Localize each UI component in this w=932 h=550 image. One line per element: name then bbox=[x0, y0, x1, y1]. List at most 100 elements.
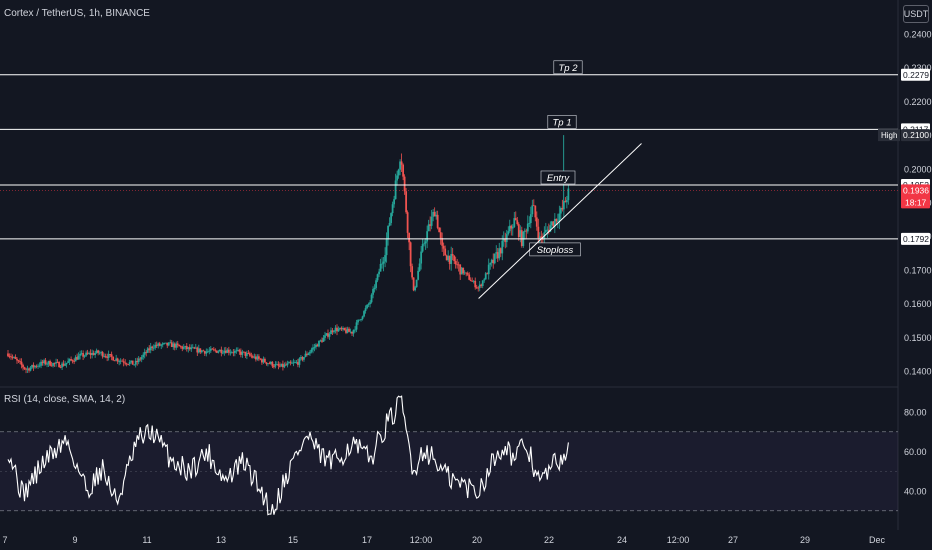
price-grid bbox=[0, 0, 899, 530]
currency-button[interactable]: USDT bbox=[903, 5, 929, 23]
level-label: Entry bbox=[547, 173, 570, 184]
candle-body bbox=[74, 357, 77, 362]
candle-body bbox=[101, 352, 104, 357]
candle-body bbox=[28, 368, 30, 371]
candle-body bbox=[161, 343, 164, 345]
rsi-tick-label: 60.00 bbox=[904, 447, 927, 457]
rsi-chart[interactable]: 80.00 60.00 40.00 bbox=[0, 395, 927, 516]
candle-body bbox=[250, 355, 253, 357]
candle-body bbox=[142, 354, 145, 358]
time-axis[interactable]: 7 9 11 13 15 17 12:00 20 22 24 12:00 27 29 Dec bbox=[2, 535, 885, 545]
time-tick-label: 20 bbox=[472, 535, 482, 545]
candle-body bbox=[235, 350, 238, 352]
trendline[interactable] bbox=[478, 143, 642, 299]
candle-body bbox=[505, 234, 508, 243]
candle-body bbox=[191, 347, 194, 349]
candle-body bbox=[384, 255, 386, 262]
candle-body bbox=[450, 254, 453, 264]
candle-body bbox=[358, 319, 361, 321]
candle-body bbox=[190, 347, 193, 350]
candle-body bbox=[119, 360, 122, 362]
candle-body bbox=[245, 353, 248, 356]
candle-body bbox=[43, 360, 45, 364]
candle-body bbox=[451, 254, 454, 256]
candle-body bbox=[444, 248, 447, 256]
price-tag bbox=[901, 129, 930, 142]
time-tick-label: Dec bbox=[869, 535, 886, 545]
time-tick-label: 29 bbox=[800, 535, 810, 545]
candle-body bbox=[516, 220, 519, 225]
candle-body bbox=[496, 252, 499, 259]
candle-body bbox=[157, 343, 160, 346]
candle-body bbox=[490, 259, 493, 263]
candle-body bbox=[345, 330, 347, 333]
candle-body bbox=[217, 351, 220, 353]
candle-body bbox=[487, 264, 490, 275]
candle-body bbox=[260, 359, 263, 363]
candle-body bbox=[205, 351, 208, 354]
candle-body bbox=[140, 357, 143, 360]
candle-body bbox=[166, 342, 169, 346]
symbol-title: Cortex / TetherUS, 1h, BINANCE bbox=[4, 8, 150, 19]
candle-body bbox=[372, 289, 374, 295]
time-tick-label: 9 bbox=[72, 535, 77, 545]
candle-body bbox=[420, 251, 423, 264]
candle-body bbox=[83, 355, 86, 357]
candle-body bbox=[433, 211, 436, 217]
candle-body bbox=[306, 353, 308, 355]
candle-body bbox=[348, 328, 350, 332]
candle-body bbox=[176, 343, 179, 345]
price-tag bbox=[901, 232, 930, 245]
candle-body bbox=[426, 231, 429, 242]
time-tick-label: 27 bbox=[728, 535, 738, 545]
candle-body bbox=[436, 214, 439, 228]
candle-body bbox=[71, 360, 74, 362]
candle-body bbox=[330, 330, 332, 335]
candle-body bbox=[526, 223, 529, 232]
candle-body bbox=[565, 200, 568, 203]
candle-body bbox=[435, 214, 438, 217]
candle-body bbox=[223, 350, 226, 353]
candle-body bbox=[399, 161, 402, 170]
candle-body bbox=[475, 287, 478, 289]
price-axis[interactable]: 0.24000.23000.22000.21000.20000.19000.18… bbox=[878, 30, 932, 377]
candle-body bbox=[394, 180, 397, 200]
candle-body bbox=[441, 238, 444, 246]
candle-body bbox=[256, 356, 259, 360]
candle-body bbox=[203, 351, 206, 354]
candle-body bbox=[82, 353, 85, 357]
candle-body bbox=[139, 358, 142, 360]
candle-body bbox=[352, 329, 355, 334]
candle-body bbox=[218, 349, 221, 352]
candle-body bbox=[540, 236, 543, 240]
candle-body bbox=[385, 239, 388, 256]
candle-body bbox=[128, 362, 131, 365]
candle-body bbox=[508, 225, 511, 232]
candle-body bbox=[567, 188, 570, 201]
candle-body bbox=[316, 344, 319, 347]
candle-body bbox=[415, 279, 418, 288]
candle-body bbox=[67, 361, 69, 363]
candle-body bbox=[313, 347, 316, 348]
candle-body bbox=[16, 358, 18, 361]
candle-body bbox=[104, 356, 107, 357]
candle-body bbox=[62, 363, 65, 366]
candle-body bbox=[351, 331, 353, 334]
candle-body bbox=[10, 356, 12, 358]
candle-body bbox=[238, 349, 241, 352]
candle-body bbox=[525, 230, 528, 232]
candle-body bbox=[495, 252, 498, 254]
candle-body bbox=[25, 368, 27, 370]
candle-body bbox=[397, 169, 400, 176]
candle-body bbox=[514, 218, 517, 221]
candle-body bbox=[137, 358, 140, 363]
candle-body bbox=[481, 280, 484, 286]
candle-body bbox=[26, 368, 29, 370]
candle-body bbox=[31, 364, 33, 368]
candle-body bbox=[257, 356, 260, 359]
level-label-box bbox=[553, 60, 583, 75]
candle-body bbox=[354, 329, 356, 331]
level-label: Tp 2 bbox=[558, 63, 578, 74]
candle-body bbox=[517, 224, 520, 238]
